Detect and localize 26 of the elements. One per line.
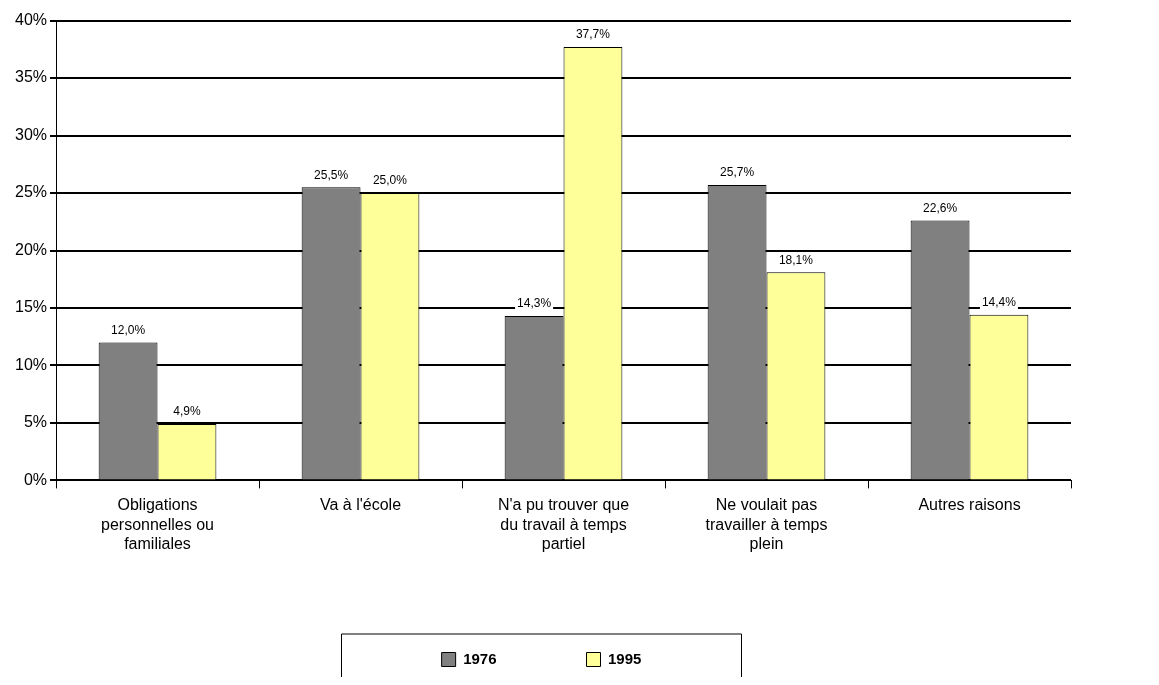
y-tick-label: 10% (14, 355, 48, 373)
x-tick-label: Va à l'école (320, 496, 402, 514)
y-tick-label: 20% (14, 240, 48, 258)
y-tick-label: 30% (14, 125, 48, 143)
data-label: 25,5% (314, 167, 349, 182)
data-label: 25,7% (720, 165, 755, 180)
data-label: 25,0% (372, 173, 408, 188)
data-label: 14,3% (517, 296, 552, 311)
x-tick-label: Autres raisons (918, 496, 1021, 514)
y-tick-label: 0% (23, 470, 48, 488)
data-label: 4,9% (173, 404, 201, 419)
data-label: 18,1% (778, 252, 814, 267)
x-tick-label: N'a pu trouver que du travail à temps partiel (497, 496, 630, 552)
y-tick-label: 5% (23, 413, 48, 431)
y-tick-label: 35% (14, 68, 48, 86)
data-label: 37,7% (575, 27, 611, 42)
y-tick-label: 15% (14, 298, 48, 316)
legend-label: 1995 (608, 649, 642, 667)
x-tick-label: Ne voulait pas travailler à temps plein (705, 496, 828, 552)
data-label: 12,0% (111, 322, 146, 337)
data-label: 14,4% (981, 295, 1017, 310)
y-tick-label: 25% (14, 183, 48, 201)
y-tick-label: 40% (14, 11, 48, 29)
x-tick-label: Obligations personnelles ou familiales (101, 496, 215, 552)
legend-label: 1976 (463, 649, 497, 667)
data-label: 22,6% (923, 200, 958, 215)
